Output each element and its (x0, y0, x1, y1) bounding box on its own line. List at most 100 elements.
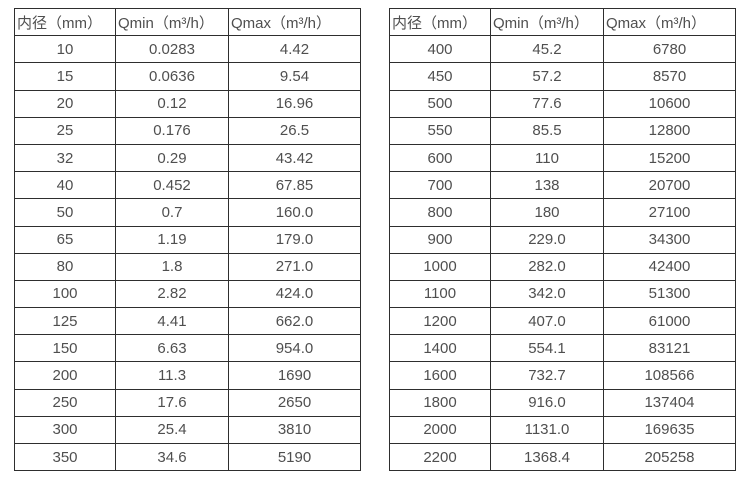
table-cell: 27100 (603, 198, 736, 227)
table-row: 25 0.176 26.5 (14, 116, 361, 145)
table-cell: 160.0 (228, 198, 361, 227)
table-cell: 6780 (603, 35, 736, 64)
table-cell: 954.0 (228, 334, 361, 363)
table-cell: 800 (389, 198, 491, 227)
table-cell: 205258 (603, 442, 736, 472)
flow-spec-table-large-diameters: 内径（mm） Qmin（m³/h） Qmax（m³/h） 400 45.2 6780 450… (389, 7, 736, 472)
table-row: 15 0.0636 9.54 (14, 62, 361, 91)
table-row: 150 6.63 954.0 (14, 334, 361, 363)
table-cell: 0.29 (115, 143, 229, 173)
table-cell: 1.19 (115, 225, 229, 254)
table-cell: 108566 (603, 361, 736, 390)
table-cell: 150 (14, 334, 116, 363)
column-header: 内径（mm） (389, 7, 491, 37)
table-cell: 5190 (228, 442, 361, 472)
table-cell: 20700 (603, 171, 736, 200)
table-cell: 732.7 (490, 361, 604, 390)
header-row: 内径（mm） Qmin（m³/h） Qmax（m³/h） (14, 7, 361, 37)
table-cell: 407.0 (490, 307, 604, 336)
table-cell: 77.6 (490, 89, 604, 118)
table-cell: 916.0 (490, 388, 604, 417)
table-cell: 25.4 (115, 415, 229, 445)
table-cell: 57.2 (490, 62, 604, 91)
table-cell: 3810 (228, 415, 361, 445)
table-cell: 10 (14, 35, 116, 64)
table-cell: 25 (14, 116, 116, 145)
table-cell: 17.6 (115, 388, 229, 417)
table-cell: 554.1 (490, 334, 604, 363)
table-cell: 700 (389, 171, 491, 200)
table-row: 1600 732.7 108566 (389, 361, 736, 390)
table-row: 400 45.2 6780 (389, 35, 736, 64)
table-row: 350 34.6 5190 (14, 442, 361, 472)
table-cell: 12800 (603, 116, 736, 145)
table-row: 80 1.8 271.0 (14, 252, 361, 281)
table-cell: 550 (389, 116, 491, 145)
table-row: 20 0.12 16.96 (14, 89, 361, 118)
table-row: 1100 342.0 51300 (389, 279, 736, 309)
table-cell: 51300 (603, 279, 736, 309)
table-cell: 26.5 (228, 116, 361, 145)
table-cell: 424.0 (228, 279, 361, 309)
table-cell: 10600 (603, 89, 736, 118)
table-cell: 20 (14, 89, 116, 118)
table-row: 125 4.41 662.0 (14, 307, 361, 336)
flow-spec-table-small-diameters: 内径（mm） Qmin（m³/h） Qmax（m³/h） 10 0.0283 4.42 15… (14, 7, 361, 472)
table-cell: 43.42 (228, 143, 361, 173)
table-cell: 450 (389, 62, 491, 91)
table-cell: 80 (14, 252, 116, 281)
header-row: 内径（mm） Qmin（m³/h） Qmax（m³/h） (389, 7, 736, 37)
table-row: 800 180 27100 (389, 198, 736, 227)
table-cell: 15 (14, 62, 116, 91)
table-cell: 1600 (389, 361, 491, 390)
table-cell: 662.0 (228, 307, 361, 336)
table-cell: 137404 (603, 388, 736, 417)
table-cell: 1100 (389, 279, 491, 309)
column-header: Qmax（m³/h） (228, 7, 361, 37)
table-cell: 600 (389, 143, 491, 173)
column-header: Qmin（m³/h） (115, 7, 229, 37)
table-cell: 180 (490, 198, 604, 227)
table-cell: 1368.4 (490, 442, 604, 472)
table-cell: 1.8 (115, 252, 229, 281)
table-row: 200 11.3 1690 (14, 361, 361, 390)
table-row: 1200 407.0 61000 (389, 307, 736, 336)
table-cell: 350 (14, 442, 116, 472)
table-row: 2000 1131.0 169635 (389, 415, 736, 445)
table-cell: 1200 (389, 307, 491, 336)
table-cell: 300 (14, 415, 116, 445)
table-cell: 900 (389, 225, 491, 254)
table-cell: 100 (14, 279, 116, 309)
table-cell: 4.41 (115, 307, 229, 336)
table-cell: 500 (389, 89, 491, 118)
table-cell: 40 (14, 171, 116, 200)
table-cell: 0.12 (115, 89, 229, 118)
table-cell: 11.3 (115, 361, 229, 390)
table-row: 2200 1368.4 205258 (389, 442, 736, 472)
table-cell: 0.452 (115, 171, 229, 200)
table-cell: 0.0283 (115, 35, 229, 64)
table-cell: 1400 (389, 334, 491, 363)
table-cell: 42400 (603, 252, 736, 281)
table-cell: 229.0 (490, 225, 604, 254)
table-cell: 138 (490, 171, 604, 200)
table-cell: 83121 (603, 334, 736, 363)
table-row: 32 0.29 43.42 (14, 143, 361, 173)
table-cell: 110 (490, 143, 604, 173)
table-row: 700 138 20700 (389, 171, 736, 200)
table-cell: 34300 (603, 225, 736, 254)
table-cell: 67.85 (228, 171, 361, 200)
table-cell: 250 (14, 388, 116, 417)
table-row: 300 25.4 3810 (14, 415, 361, 445)
table-cell: 85.5 (490, 116, 604, 145)
table-cell: 342.0 (490, 279, 604, 309)
table-row: 1800 916.0 137404 (389, 388, 736, 417)
table-cell: 169635 (603, 415, 736, 445)
table-row: 65 1.19 179.0 (14, 225, 361, 254)
table-row: 250 17.6 2650 (14, 388, 361, 417)
table-cell: 0.0636 (115, 62, 229, 91)
table-row: 50 0.7 160.0 (14, 198, 361, 227)
table-cell: 1690 (228, 361, 361, 390)
table-cell: 400 (389, 35, 491, 64)
column-header: 内径（mm） (14, 7, 116, 37)
